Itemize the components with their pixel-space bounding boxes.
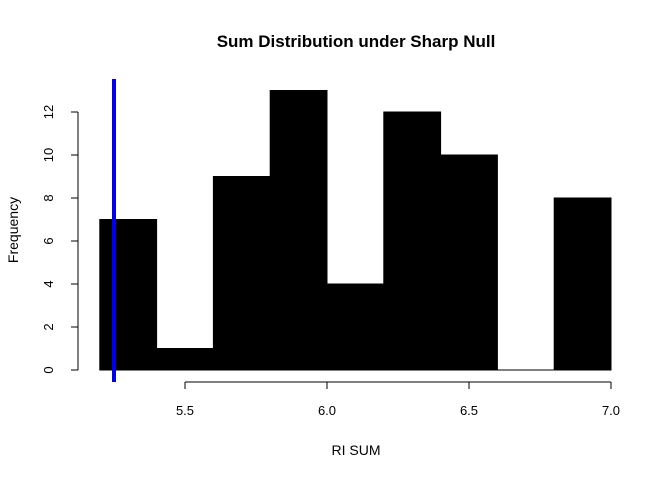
x-tick-label: 5.5: [176, 403, 194, 418]
y-tick-label: 0: [41, 366, 56, 373]
chart-title: Sum Distribution under Sharp Null: [217, 32, 496, 51]
histogram-bar-4: [326, 283, 385, 371]
x-tick-label: 7.0: [602, 403, 620, 418]
histogram-bar-3: [269, 90, 328, 371]
y-tick-label: 10: [41, 148, 56, 162]
bars-group: [99, 90, 612, 371]
histogram-bar-2: [212, 176, 271, 371]
x-axis-label: RI SUM: [332, 442, 381, 458]
y-axis: 0 2 4 6 8 10 12: [41, 105, 79, 374]
histogram-bar-1: [156, 348, 214, 371]
y-tick-label: 8: [41, 194, 56, 201]
x-tick-label: 6.0: [318, 403, 336, 418]
x-axis: 5.5 6.0 6.5 7.0: [176, 381, 620, 418]
histogram-bar-5: [383, 111, 442, 371]
histogram-bar-8: [553, 197, 612, 371]
y-tick-label: 12: [41, 105, 56, 119]
histogram-bar-6: [440, 154, 498, 371]
histogram-bar-0: [99, 219, 158, 371]
y-tick-label: 2: [41, 323, 56, 330]
y-tick-label: 4: [41, 280, 56, 287]
y-axis-label: Frequency: [5, 197, 21, 263]
x-tick-label: 6.5: [460, 403, 478, 418]
y-tick-label: 6: [41, 237, 56, 244]
